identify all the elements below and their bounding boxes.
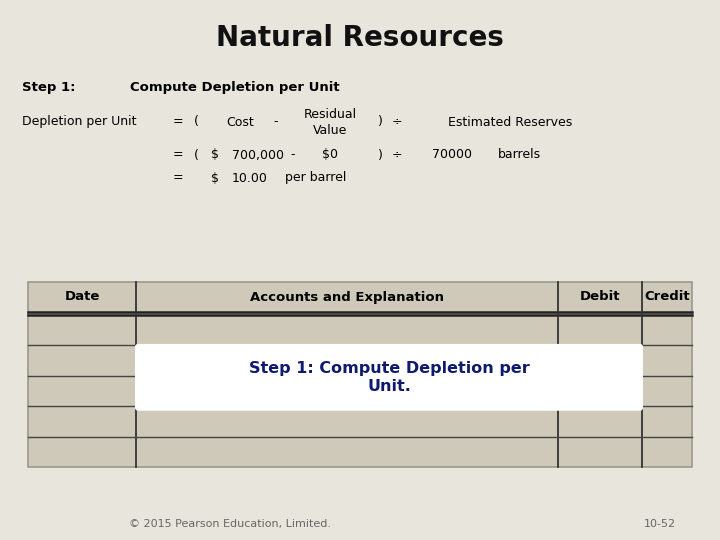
Text: $0: $0	[322, 148, 338, 161]
Text: Depletion per Unit: Depletion per Unit	[22, 116, 137, 129]
Text: =: =	[173, 116, 184, 129]
Text: Natural Resources: Natural Resources	[216, 24, 504, 52]
Text: (: (	[194, 148, 199, 161]
Text: ): )	[377, 116, 382, 129]
Text: 10.00: 10.00	[232, 172, 268, 185]
Text: ): )	[377, 148, 382, 161]
Text: -: -	[291, 148, 295, 161]
Text: Value: Value	[312, 125, 347, 138]
Text: Residual: Residual	[303, 107, 356, 120]
FancyBboxPatch shape	[135, 344, 643, 411]
Text: Cost: Cost	[226, 116, 254, 129]
Text: ÷: ÷	[392, 116, 402, 129]
Text: Step 1:: Step 1:	[22, 82, 76, 94]
Text: Estimated Reserves: Estimated Reserves	[448, 116, 572, 129]
Text: (: (	[194, 116, 199, 129]
Text: 70000: 70000	[432, 148, 472, 161]
Text: Unit.: Unit.	[367, 379, 411, 394]
Text: © 2015 Pearson Education, Limited.: © 2015 Pearson Education, Limited.	[129, 519, 331, 529]
Text: Step 1: Compute Depletion per: Step 1: Compute Depletion per	[248, 361, 529, 376]
Text: 10-52: 10-52	[644, 519, 676, 529]
Text: Debit: Debit	[580, 291, 620, 303]
Text: =: =	[173, 172, 184, 185]
Text: =: =	[173, 148, 184, 161]
Text: ÷: ÷	[392, 148, 402, 161]
Text: 700,000: 700,000	[232, 148, 284, 161]
Text: $: $	[211, 172, 219, 185]
Text: Compute Depletion per Unit: Compute Depletion per Unit	[130, 82, 340, 94]
Text: per barrel: per barrel	[285, 172, 346, 185]
Text: barrels: barrels	[498, 148, 541, 161]
Bar	[28, 282, 692, 467]
Text: Date: Date	[64, 291, 99, 303]
Text: -: -	[274, 116, 278, 129]
Text: Credit: Credit	[644, 291, 690, 303]
Text: Accounts and Explanation: Accounts and Explanation	[250, 291, 444, 303]
Text: $: $	[211, 148, 219, 161]
